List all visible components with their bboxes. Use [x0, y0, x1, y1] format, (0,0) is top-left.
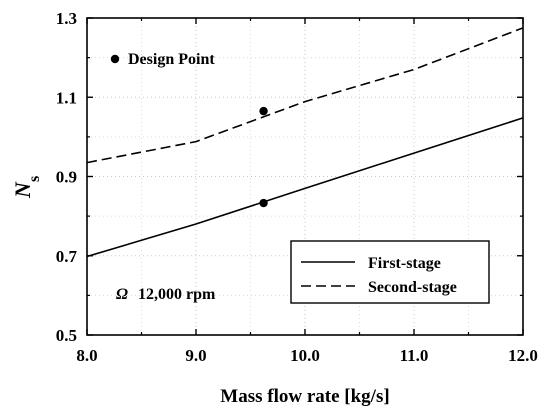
y-tick-label: 0.5	[56, 326, 77, 345]
x-tick-label: 9.0	[185, 346, 206, 365]
series-line-second-stage	[86, 27, 524, 164]
series-line-first-stage	[86, 117, 524, 258]
legend-box	[290, 240, 490, 304]
y-axis-label-main: N	[10, 181, 35, 199]
omega-symbol: Ω	[116, 286, 128, 303]
y-axis-label-sub: s	[26, 176, 43, 182]
x-tick-label: 11.0	[400, 346, 429, 365]
y-tick-label: 1.1	[56, 88, 77, 107]
design-point-annotation: Design Point	[110, 51, 215, 68]
ticks-layer	[86, 17, 524, 336]
tick-labels-layer: 8.0 9.0 10.0 11.0 12.0 0.5 0.7 0.9 1.1 1.3	[56, 9, 538, 365]
legend: First-stage Second-stage	[290, 240, 490, 304]
series-layer	[86, 27, 524, 258]
x-tick-label: 10.0	[290, 346, 320, 365]
y-tick-label: 0.9	[56, 168, 77, 187]
x-tick-label: 12.0	[508, 346, 538, 365]
design-points-layer	[259, 106, 268, 208]
y-axis-label: N s	[10, 176, 43, 199]
y-tick-label: 1.3	[56, 9, 77, 28]
speed-annotation: Ω 12,000 rpm	[116, 286, 216, 303]
speed-label: 12,000 rpm	[138, 286, 216, 303]
design-point-marker-icon	[110, 54, 120, 64]
x-axis-label: Mass flow rate [kg/s]	[220, 386, 389, 407]
design-point-marker	[259, 198, 268, 208]
y-tick-label: 0.7	[56, 247, 78, 266]
design-point-label: Design Point	[128, 51, 215, 68]
design-point-marker	[259, 106, 268, 116]
legend-label-second-stage: Second-stage	[368, 279, 457, 296]
x-tick-label: 8.0	[76, 346, 97, 365]
legend-label-first-stage: First-stage	[368, 255, 441, 272]
